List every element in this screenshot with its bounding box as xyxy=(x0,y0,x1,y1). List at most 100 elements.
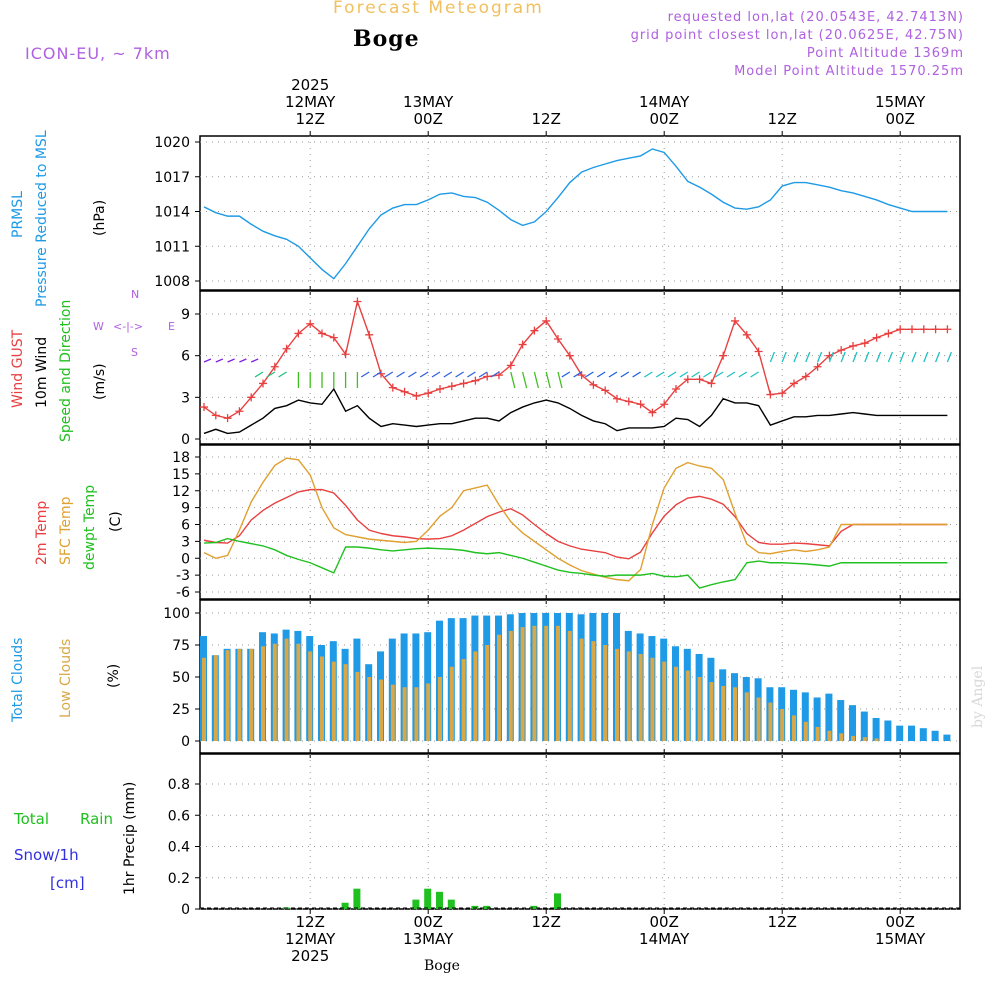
y-tick-label: 0 xyxy=(181,734,190,750)
gust-line-marker xyxy=(424,389,433,398)
gust-line-marker xyxy=(200,403,208,412)
time-tick-line: 00Z xyxy=(885,110,915,128)
gust-line-marker xyxy=(447,382,456,391)
compass-arrow: <-|-> xyxy=(113,320,143,333)
low-cloud-bar xyxy=(744,692,749,741)
grid-point-coords: grid point closest lon,lat (20.0625E, 42… xyxy=(630,28,964,43)
y-tick-label: 0.8 xyxy=(168,777,190,793)
chart-title: Forecast Meteogram xyxy=(333,0,544,18)
wind-arrow xyxy=(864,351,870,363)
wind-arrow xyxy=(632,371,641,378)
precip-legend-total: Total xyxy=(14,810,50,828)
gust-line-marker xyxy=(731,316,739,325)
wind-arrow xyxy=(608,371,618,378)
time-tick-line: 2025 xyxy=(291,76,330,94)
total-cloud-bar xyxy=(825,693,833,741)
gust-line-marker xyxy=(436,385,444,393)
gust-line-marker xyxy=(931,325,940,334)
gust-line-marker xyxy=(211,411,220,420)
y-tick-label: 1017 xyxy=(154,170,190,186)
low-cloud-bar xyxy=(249,648,254,741)
compass-s: S xyxy=(131,346,138,359)
rain-bar xyxy=(554,893,561,909)
low-cloud-bar xyxy=(874,738,879,741)
low-cloud-bar xyxy=(402,687,407,741)
wind-arrow xyxy=(266,371,276,378)
y-tick-label: 1020 xyxy=(154,135,190,151)
low-cloud-bar xyxy=(213,655,218,741)
gust-line-marker xyxy=(766,390,775,399)
time-tick-line: 13MAY xyxy=(403,930,454,948)
y-tick-label: 18 xyxy=(172,450,190,466)
wind-arrow xyxy=(667,371,677,378)
pressure-line xyxy=(203,148,948,280)
low-cloud-bar xyxy=(733,687,737,741)
time-tick-line: 00Z xyxy=(649,110,679,128)
gust-line-marker xyxy=(624,397,633,406)
gust-line-marker xyxy=(719,351,728,360)
wind-arrow xyxy=(596,371,606,378)
low-cloud-bar xyxy=(296,643,301,741)
time-tick-label: 00Z 15MAY xyxy=(860,914,940,948)
gust-line-marker xyxy=(365,330,374,339)
gust-line-marker xyxy=(412,391,421,400)
total-cloud-bar xyxy=(849,705,856,741)
wind-arrow xyxy=(419,371,429,378)
gust-line-marker xyxy=(943,325,952,334)
total-cloud-bar xyxy=(931,730,939,741)
low-cloud-bar xyxy=(556,625,560,741)
wind-arrow xyxy=(533,371,540,389)
gust-line-marker xyxy=(235,407,244,416)
gust-line-marker xyxy=(459,379,468,388)
wind-arrow xyxy=(655,371,665,378)
y-tick-label: 0.6 xyxy=(168,808,190,824)
footer-location: Boge xyxy=(424,958,460,974)
time-tick-line: 12MAY xyxy=(285,930,336,948)
low-cloud-bar xyxy=(367,677,372,741)
precip-legend-unit: [cm] xyxy=(50,874,85,892)
time-tick-line: 2025 xyxy=(291,947,330,965)
gust-line-marker xyxy=(318,329,326,338)
low-cloud-bar xyxy=(261,646,265,741)
low-cloud-bar xyxy=(497,634,501,741)
time-tick-label: 15MAY 00Z xyxy=(860,94,940,128)
temp-2m-line xyxy=(203,488,948,560)
gust-line-marker xyxy=(695,375,704,384)
rain-bar xyxy=(424,888,432,909)
time-tick-label: 14MAY 00Z xyxy=(624,94,704,128)
gust-line-marker xyxy=(919,325,928,334)
y-tick-label: 1011 xyxy=(154,239,190,255)
gust-line-marker xyxy=(542,316,551,325)
total-cloud-bar xyxy=(919,728,927,741)
total-cloud-bar xyxy=(943,734,951,741)
time-tick-label: 12Z 12MAY 2025 xyxy=(270,914,350,965)
panel-frame-0 xyxy=(199,135,961,291)
gust-line-marker xyxy=(742,330,751,339)
wind-arrow xyxy=(384,371,394,378)
y-tick-label: 3 xyxy=(181,390,190,406)
wind-arrow xyxy=(875,351,882,363)
gust-line-marker xyxy=(223,414,232,423)
low-cloud-bar xyxy=(674,666,678,741)
time-tick-line: 12Z xyxy=(531,913,561,931)
compass-w: W xyxy=(93,320,104,333)
gust-line-marker xyxy=(270,362,279,371)
low-cloud-bar xyxy=(650,657,655,741)
requested-coords: requested lon,lat (20.0543E, 42.7413N) xyxy=(667,10,964,25)
wind-arrow xyxy=(239,358,247,363)
low-cloud-bar xyxy=(473,651,478,741)
low-cloud-bar xyxy=(827,730,832,741)
y-tick-label: 0.2 xyxy=(168,871,190,887)
gust-line-marker xyxy=(601,386,610,395)
gust-line-marker xyxy=(813,362,822,371)
y-tick-label: 25 xyxy=(172,702,190,718)
gust-line-marker xyxy=(388,383,397,392)
gust-line-marker xyxy=(565,351,574,360)
wind-arrow xyxy=(750,371,759,378)
y-tick-label: 100 xyxy=(163,606,190,622)
gust-line-marker xyxy=(353,297,362,306)
low-cloud-bar xyxy=(626,651,631,741)
wind-arrow xyxy=(561,371,571,378)
